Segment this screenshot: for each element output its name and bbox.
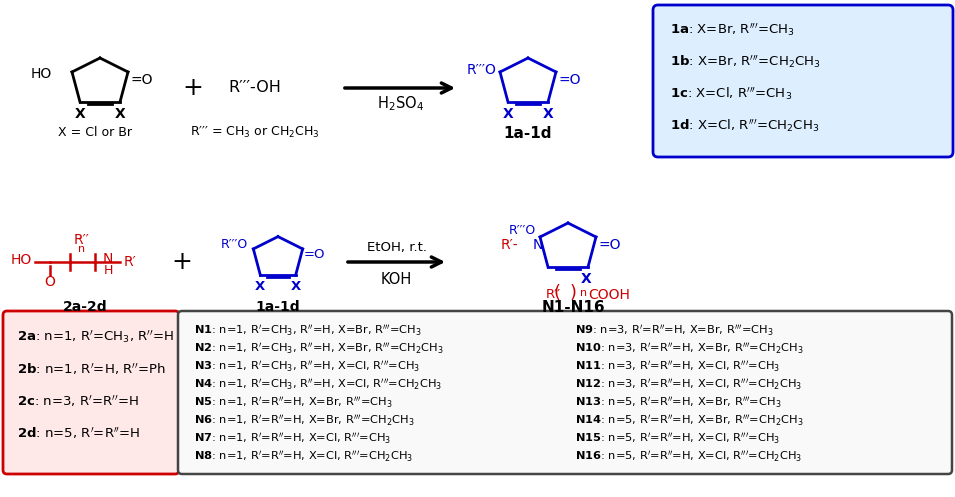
Text: EtOH, r.t.: EtOH, r.t. [367,242,427,254]
Text: $\mathbf{N9}$: n=3, R$^\prime$=R$^{\prime\prime}$=H, X=Br, R$^{\prime\prime\prim: $\mathbf{N9}$: n=3, R$^\prime$=R$^{\prim… [575,324,774,338]
Text: +: + [182,76,203,100]
Text: H$_2$SO$_4$: H$_2$SO$_4$ [376,94,423,113]
Text: R′′′O: R′′′O [509,225,536,238]
Text: $\mathbf{2d}$: n=5, R$^\prime$=R$^{\prime\prime}$=H: $\mathbf{2d}$: n=5, R$^\prime$=R$^{\prim… [17,425,140,441]
Text: =O: =O [304,248,326,261]
Text: $\mathbf{N3}$: n=1, R$^\prime$=CH$_3$, R$^{\prime\prime}$=H, X=Cl, R$^{\prime\pr: $\mathbf{N3}$: n=1, R$^\prime$=CH$_3$, R… [194,360,420,374]
Text: +: + [172,250,193,274]
Text: 1a-1d: 1a-1d [256,300,300,314]
Text: R′′′O: R′′′O [221,239,248,251]
Text: X: X [115,107,125,121]
Text: $\mathbf{N1}$: n=1, R$^\prime$=CH$_3$, R$^{\prime\prime}$=H, X=Br, R$^{\prime\pr: $\mathbf{N1}$: n=1, R$^\prime$=CH$_3$, R… [194,324,422,338]
Text: H: H [103,263,113,276]
FancyBboxPatch shape [653,5,953,157]
Text: O: O [45,275,55,289]
Text: $\mathbf{1d}$: X=Cl, R$^{\prime\prime\prime}$=CH$_2$CH$_3$: $\mathbf{1d}$: X=Cl, R$^{\prime\prime\pr… [670,118,819,134]
Text: (: ( [553,284,560,302]
Text: =O: =O [130,73,153,87]
Text: $\mathbf{N2}$: n=1, R$^\prime$=CH$_3$, R$^{\prime\prime}$=H, X=Br, R$^{\prime\pr: $\mathbf{N2}$: n=1, R$^\prime$=CH$_3$, R… [194,341,444,356]
Text: $\mathbf{N8}$: n=1, R$^\prime$=R$^{\prime\prime}$=H, X=Cl, R$^{\prime\prime\prim: $\mathbf{N8}$: n=1, R$^\prime$=R$^{\prim… [194,450,414,464]
Text: $\mathbf{N7}$: n=1, R$^\prime$=R$^{\prime\prime}$=H, X=Cl, R$^{\prime\prime\prim: $\mathbf{N7}$: n=1, R$^\prime$=R$^{\prim… [194,431,392,446]
Text: N: N [533,238,543,252]
Text: R′′′-OH: R′′′-OH [228,81,281,95]
Text: $\mathbf{2c}$: n=3, R$^\prime$=R$^{\prime\prime}$=H: $\mathbf{2c}$: n=3, R$^\prime$=R$^{\prim… [17,393,138,409]
Text: 2a-2d: 2a-2d [63,300,107,314]
Text: R′: R′ [124,255,137,269]
Text: ): ) [570,284,577,302]
FancyBboxPatch shape [3,311,179,474]
Text: $\mathbf{N13}$: n=5, R$^\prime$=R$^{\prime\prime}$=H, X=Br, R$^{\prime\prime\pri: $\mathbf{N13}$: n=5, R$^\prime$=R$^{\pri… [575,396,781,411]
FancyBboxPatch shape [178,311,952,474]
Text: $\mathbf{N6}$: n=1, R$^\prime$=R$^{\prime\prime}$=H, X=Br, R$^{\prime\prime\prim: $\mathbf{N6}$: n=1, R$^\prime$=R$^{\prim… [194,414,414,428]
Text: R′′′O: R′′′O [466,63,496,77]
Text: $\mathbf{N16}$: n=5, R$^\prime$=R$^{\prime\prime}$=H, X=Cl, R$^{\prime\prime\pri: $\mathbf{N16}$: n=5, R$^\prime$=R$^{\pri… [575,450,802,464]
Text: X: X [255,280,265,294]
Text: =O: =O [598,238,621,252]
Text: R′′: R′′ [545,288,561,302]
Text: N: N [103,252,114,266]
Text: $\mathbf{1c}$: X=Cl, R$^{\prime\prime\prime}$=CH$_3$: $\mathbf{1c}$: X=Cl, R$^{\prime\prime\pr… [670,85,792,102]
Text: $\mathbf{1b}$: X=Br, R$^{\prime\prime\prime}$=CH$_2$CH$_3$: $\mathbf{1b}$: X=Br, R$^{\prime\prime\pr… [670,54,821,70]
Text: $\mathbf{N11}$: n=3, R$^\prime$=R$^{\prime\prime}$=H, X=Cl, R$^{\prime\prime\pri: $\mathbf{N11}$: n=3, R$^\prime$=R$^{\pri… [575,360,780,374]
Text: $\mathbf{N4}$: n=1, R$^\prime$=CH$_3$, R$^{\prime\prime}$=H, X=Cl, R$^{\prime\pr: $\mathbf{N4}$: n=1, R$^\prime$=CH$_3$, R… [194,378,442,393]
Text: X: X [542,107,553,121]
Text: n: n [78,244,86,254]
Text: n: n [580,288,587,298]
Text: HO: HO [11,253,32,267]
Text: KOH: KOH [381,271,413,286]
Text: R′′′ = CH$_3$ or CH$_2$CH$_3$: R′′′ = CH$_3$ or CH$_2$CH$_3$ [190,124,320,140]
Text: 1a-1d: 1a-1d [503,126,552,141]
Text: X: X [502,107,514,121]
Text: X = Cl or Br: X = Cl or Br [58,126,132,139]
Text: $\mathbf{N12}$: n=3, R$^\prime$=R$^{\prime\prime}$=H, X=Cl, R$^{\prime\prime\pri: $\mathbf{N12}$: n=3, R$^\prime$=R$^{\pri… [575,378,802,393]
Text: R′-: R′- [500,238,518,252]
Text: $\mathbf{1a}$: X=Br, R$^{\prime\prime\prime}$=CH$_3$: $\mathbf{1a}$: X=Br, R$^{\prime\prime\pr… [670,22,795,38]
Text: X: X [291,280,301,294]
Text: $\mathbf{N10}$: n=3, R$^\prime$=R$^{\prime\prime}$=H, X=Br, R$^{\prime\prime\pri: $\mathbf{N10}$: n=3, R$^\prime$=R$^{\pri… [575,341,803,356]
Text: COOH: COOH [588,288,630,302]
Text: N1-N16: N1-N16 [541,300,605,315]
Text: =O: =O [558,73,581,87]
Text: $\mathbf{N14}$: n=5, R$^\prime$=R$^{\prime\prime}$=H, X=Br, R$^{\prime\prime\pri: $\mathbf{N14}$: n=5, R$^\prime$=R$^{\pri… [575,414,803,428]
Text: X: X [74,107,85,121]
Text: HO: HO [31,67,52,81]
Text: $\mathbf{N5}$: n=1, R$^\prime$=R$^{\prime\prime}$=H, X=Br, R$^{\prime\prime\prim: $\mathbf{N5}$: n=1, R$^\prime$=R$^{\prim… [194,396,393,411]
Text: $\mathbf{N15}$: n=5, R$^\prime$=R$^{\prime\prime}$=H, X=Cl, R$^{\prime\prime\pri: $\mathbf{N15}$: n=5, R$^\prime$=R$^{\pri… [575,431,780,446]
Text: X: X [581,272,591,286]
Text: R′′: R′′ [74,233,90,247]
Text: $\mathbf{2a}$: n=1, R$^\prime$=CH$_3$, R$^{\prime\prime}$=H: $\mathbf{2a}$: n=1, R$^\prime$=CH$_3$, R… [17,329,174,345]
Text: $\mathbf{2b}$: n=1, R$^\prime$=H, R$^{\prime\prime}$=Ph: $\mathbf{2b}$: n=1, R$^\prime$=H, R$^{\p… [17,361,165,377]
